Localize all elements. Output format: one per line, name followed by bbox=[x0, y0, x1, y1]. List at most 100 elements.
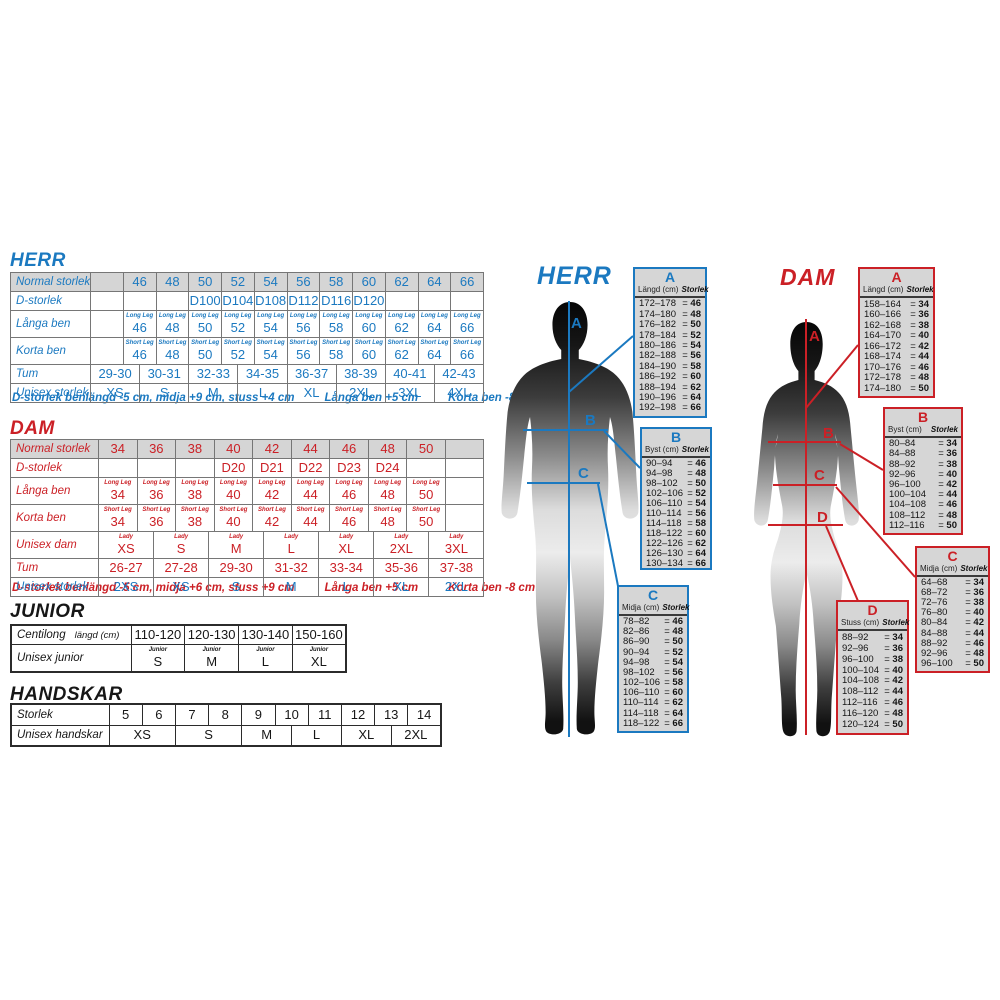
size-value: 56 bbox=[296, 274, 311, 289]
measure-row: 64–68 = 34 bbox=[921, 578, 984, 588]
cell-type-label: Short Leg bbox=[223, 340, 252, 346]
size-value: 30-31 bbox=[147, 366, 181, 381]
size-cell: Short Leg 58 bbox=[319, 337, 353, 365]
size-value: 48 bbox=[380, 514, 395, 529]
size-value: D104 bbox=[222, 293, 254, 308]
panel-rows: 88–92 = 34 92–96 = 36 96–100 = 38 100–104 = 40 1… bbox=[838, 631, 907, 733]
cell-type-label: Long Leg bbox=[224, 313, 252, 319]
size-cell: Short Leg 40 bbox=[213, 504, 254, 532]
size-value: D22 bbox=[298, 460, 323, 475]
size-cell: Long Leg 36 bbox=[136, 477, 177, 505]
size-cell bbox=[122, 291, 157, 311]
table-row-korta: Korta ben Short Leg 34 Short Leg 36 Short Leg… bbox=[10, 504, 485, 532]
size-equals: = 34 bbox=[938, 438, 957, 450]
measure-range: 106–110 bbox=[623, 687, 660, 699]
figure-dam-title: DAM bbox=[780, 264, 836, 290]
measure-range: 158–164 bbox=[864, 298, 901, 310]
measure-row: 112–116 = 50 bbox=[889, 520, 957, 531]
size-cell bbox=[444, 477, 485, 505]
measure-range: 110–114 bbox=[623, 697, 659, 709]
measure-range: 88–92 bbox=[889, 458, 916, 470]
size-value: 46 bbox=[132, 274, 147, 289]
size-value: 66 bbox=[459, 274, 475, 289]
panel-subheader: Längd (cm) Storlek bbox=[635, 285, 709, 298]
size-value: 36 bbox=[149, 514, 164, 529]
size-cell bbox=[444, 458, 485, 478]
size-value: D120 bbox=[353, 293, 385, 308]
measure-row: 102–106 = 52 bbox=[646, 489, 706, 499]
size-cell: 130-140 bbox=[238, 624, 293, 645]
size-equals: = 44 bbox=[884, 686, 903, 698]
measure-range: 68–72 bbox=[921, 587, 948, 599]
measure-label: Midja (cm) bbox=[920, 564, 958, 573]
size-value: 38 bbox=[187, 514, 203, 529]
measure-row: 72–76 = 38 bbox=[921, 598, 984, 608]
measure-range: 178–184 bbox=[639, 329, 676, 341]
cell-type-label: Junior bbox=[202, 647, 221, 653]
size-value: 6 bbox=[155, 706, 163, 722]
panel-rows: 172–178 = 46 174–180 = 48 176–182 = 50 178–184… bbox=[635, 298, 705, 416]
size-value: 52 bbox=[230, 274, 246, 289]
cell-type-label: Junior bbox=[256, 647, 275, 653]
measure-row: 176–182 = 50 bbox=[639, 320, 701, 330]
cell-type-label: Short Leg bbox=[180, 507, 209, 513]
measure-row: 92–96 = 48 bbox=[921, 648, 984, 659]
size-value: 54 bbox=[263, 274, 278, 289]
size-value: 44 bbox=[303, 441, 318, 456]
size-cell: S bbox=[174, 724, 243, 747]
row-label: Tum bbox=[10, 558, 99, 578]
row-label: Långa ben bbox=[10, 310, 91, 338]
size-cell: 44 bbox=[290, 439, 331, 459]
cell-type-label: Long Leg bbox=[388, 313, 416, 319]
size-cell: 50 bbox=[188, 272, 222, 292]
size-cell: 2XL bbox=[335, 383, 386, 403]
measure-row: 118–122 = 60 bbox=[646, 529, 706, 539]
size-equals: = 48 bbox=[938, 509, 957, 521]
size-value: 13 bbox=[383, 706, 399, 722]
size-value: 50 bbox=[418, 441, 434, 456]
size-cell: Long Leg 62 bbox=[384, 310, 419, 338]
size-equals: = 38 bbox=[884, 653, 903, 665]
size-equals: = 42 bbox=[938, 478, 957, 490]
storlek-label: Storlek bbox=[906, 285, 934, 294]
size-cell: Long Leg 46 bbox=[122, 310, 157, 338]
size-cell: Short Leg 56 bbox=[286, 337, 321, 365]
size-value: 2XL bbox=[349, 385, 373, 400]
measure-row: 108–112 = 48 bbox=[889, 509, 957, 521]
size-equals: = 48 bbox=[884, 708, 903, 720]
size-value: 34 bbox=[110, 514, 125, 529]
size-equals: = 58 bbox=[687, 518, 706, 529]
measure-row: 114–118 = 64 bbox=[623, 708, 683, 719]
size-equals: = 66 bbox=[687, 558, 706, 569]
measure-range: 180–186 bbox=[639, 340, 676, 352]
size-value: 14 bbox=[416, 706, 432, 722]
size-value: 48 bbox=[380, 487, 395, 502]
size-cell: Short Leg 46 bbox=[329, 504, 369, 532]
size-equals: = 50 bbox=[682, 319, 701, 331]
size-cell: Short Leg 66 bbox=[450, 337, 484, 365]
measure-label: Byst (cm) bbox=[888, 425, 922, 434]
size-equals: = 46 bbox=[965, 637, 984, 649]
size-cell: D120 bbox=[352, 291, 386, 311]
size-value: 48 bbox=[165, 320, 180, 335]
size-cell: 2XS bbox=[97, 577, 155, 597]
row-label: Unisex handskar bbox=[10, 724, 110, 747]
measure-range: 88–92 bbox=[842, 631, 869, 643]
size-equals: = 62 bbox=[664, 697, 683, 709]
size-value: 54 bbox=[263, 320, 278, 335]
size-value: 2XS bbox=[113, 579, 139, 594]
size-equals: = 34 bbox=[884, 631, 903, 643]
measure-row: 174–180 = 50 bbox=[864, 383, 929, 394]
size-cell: Short Leg 48 bbox=[155, 337, 190, 365]
panel-letter: C bbox=[647, 587, 659, 603]
cell-type-label: Short Leg bbox=[322, 340, 351, 346]
measure-range: 170–176 bbox=[864, 361, 901, 373]
size-cell: D112 bbox=[286, 291, 321, 311]
row-label: Korta ben bbox=[10, 504, 99, 532]
panel-subheader: Byst (cm) Storlek bbox=[885, 425, 961, 438]
herr-marker-b: B bbox=[585, 412, 596, 429]
cell-type-label: Long Leg bbox=[191, 313, 219, 319]
measure-range: 76–80 bbox=[921, 607, 948, 619]
size-cell: XS bbox=[89, 383, 141, 403]
size-value: 36-37 bbox=[294, 366, 329, 381]
